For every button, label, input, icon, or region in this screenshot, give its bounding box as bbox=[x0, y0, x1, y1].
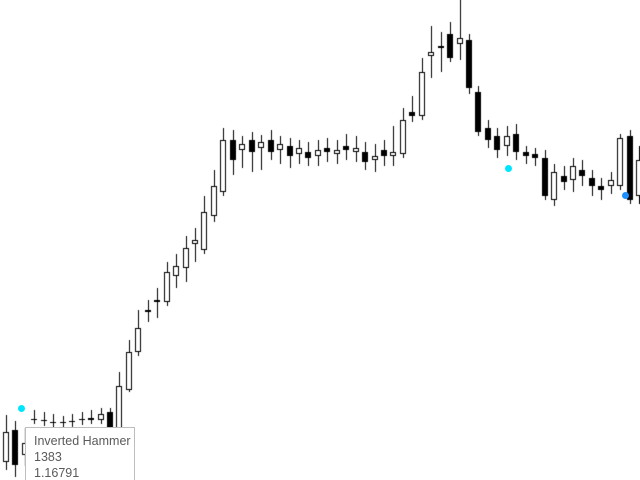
tooltip-price: 1.16791 bbox=[34, 466, 80, 480]
pattern-tooltip: Inverted Hammer 1383 1.16791 bbox=[25, 427, 135, 480]
tooltip-bar-index: 1383 bbox=[34, 450, 62, 464]
marker-inverted-hammer[interactable] bbox=[18, 405, 25, 412]
marker-signal-mid[interactable] bbox=[505, 165, 512, 172]
tooltip-pattern-label: Inverted Hammer bbox=[34, 434, 131, 448]
marker-signal-right[interactable] bbox=[622, 192, 629, 199]
